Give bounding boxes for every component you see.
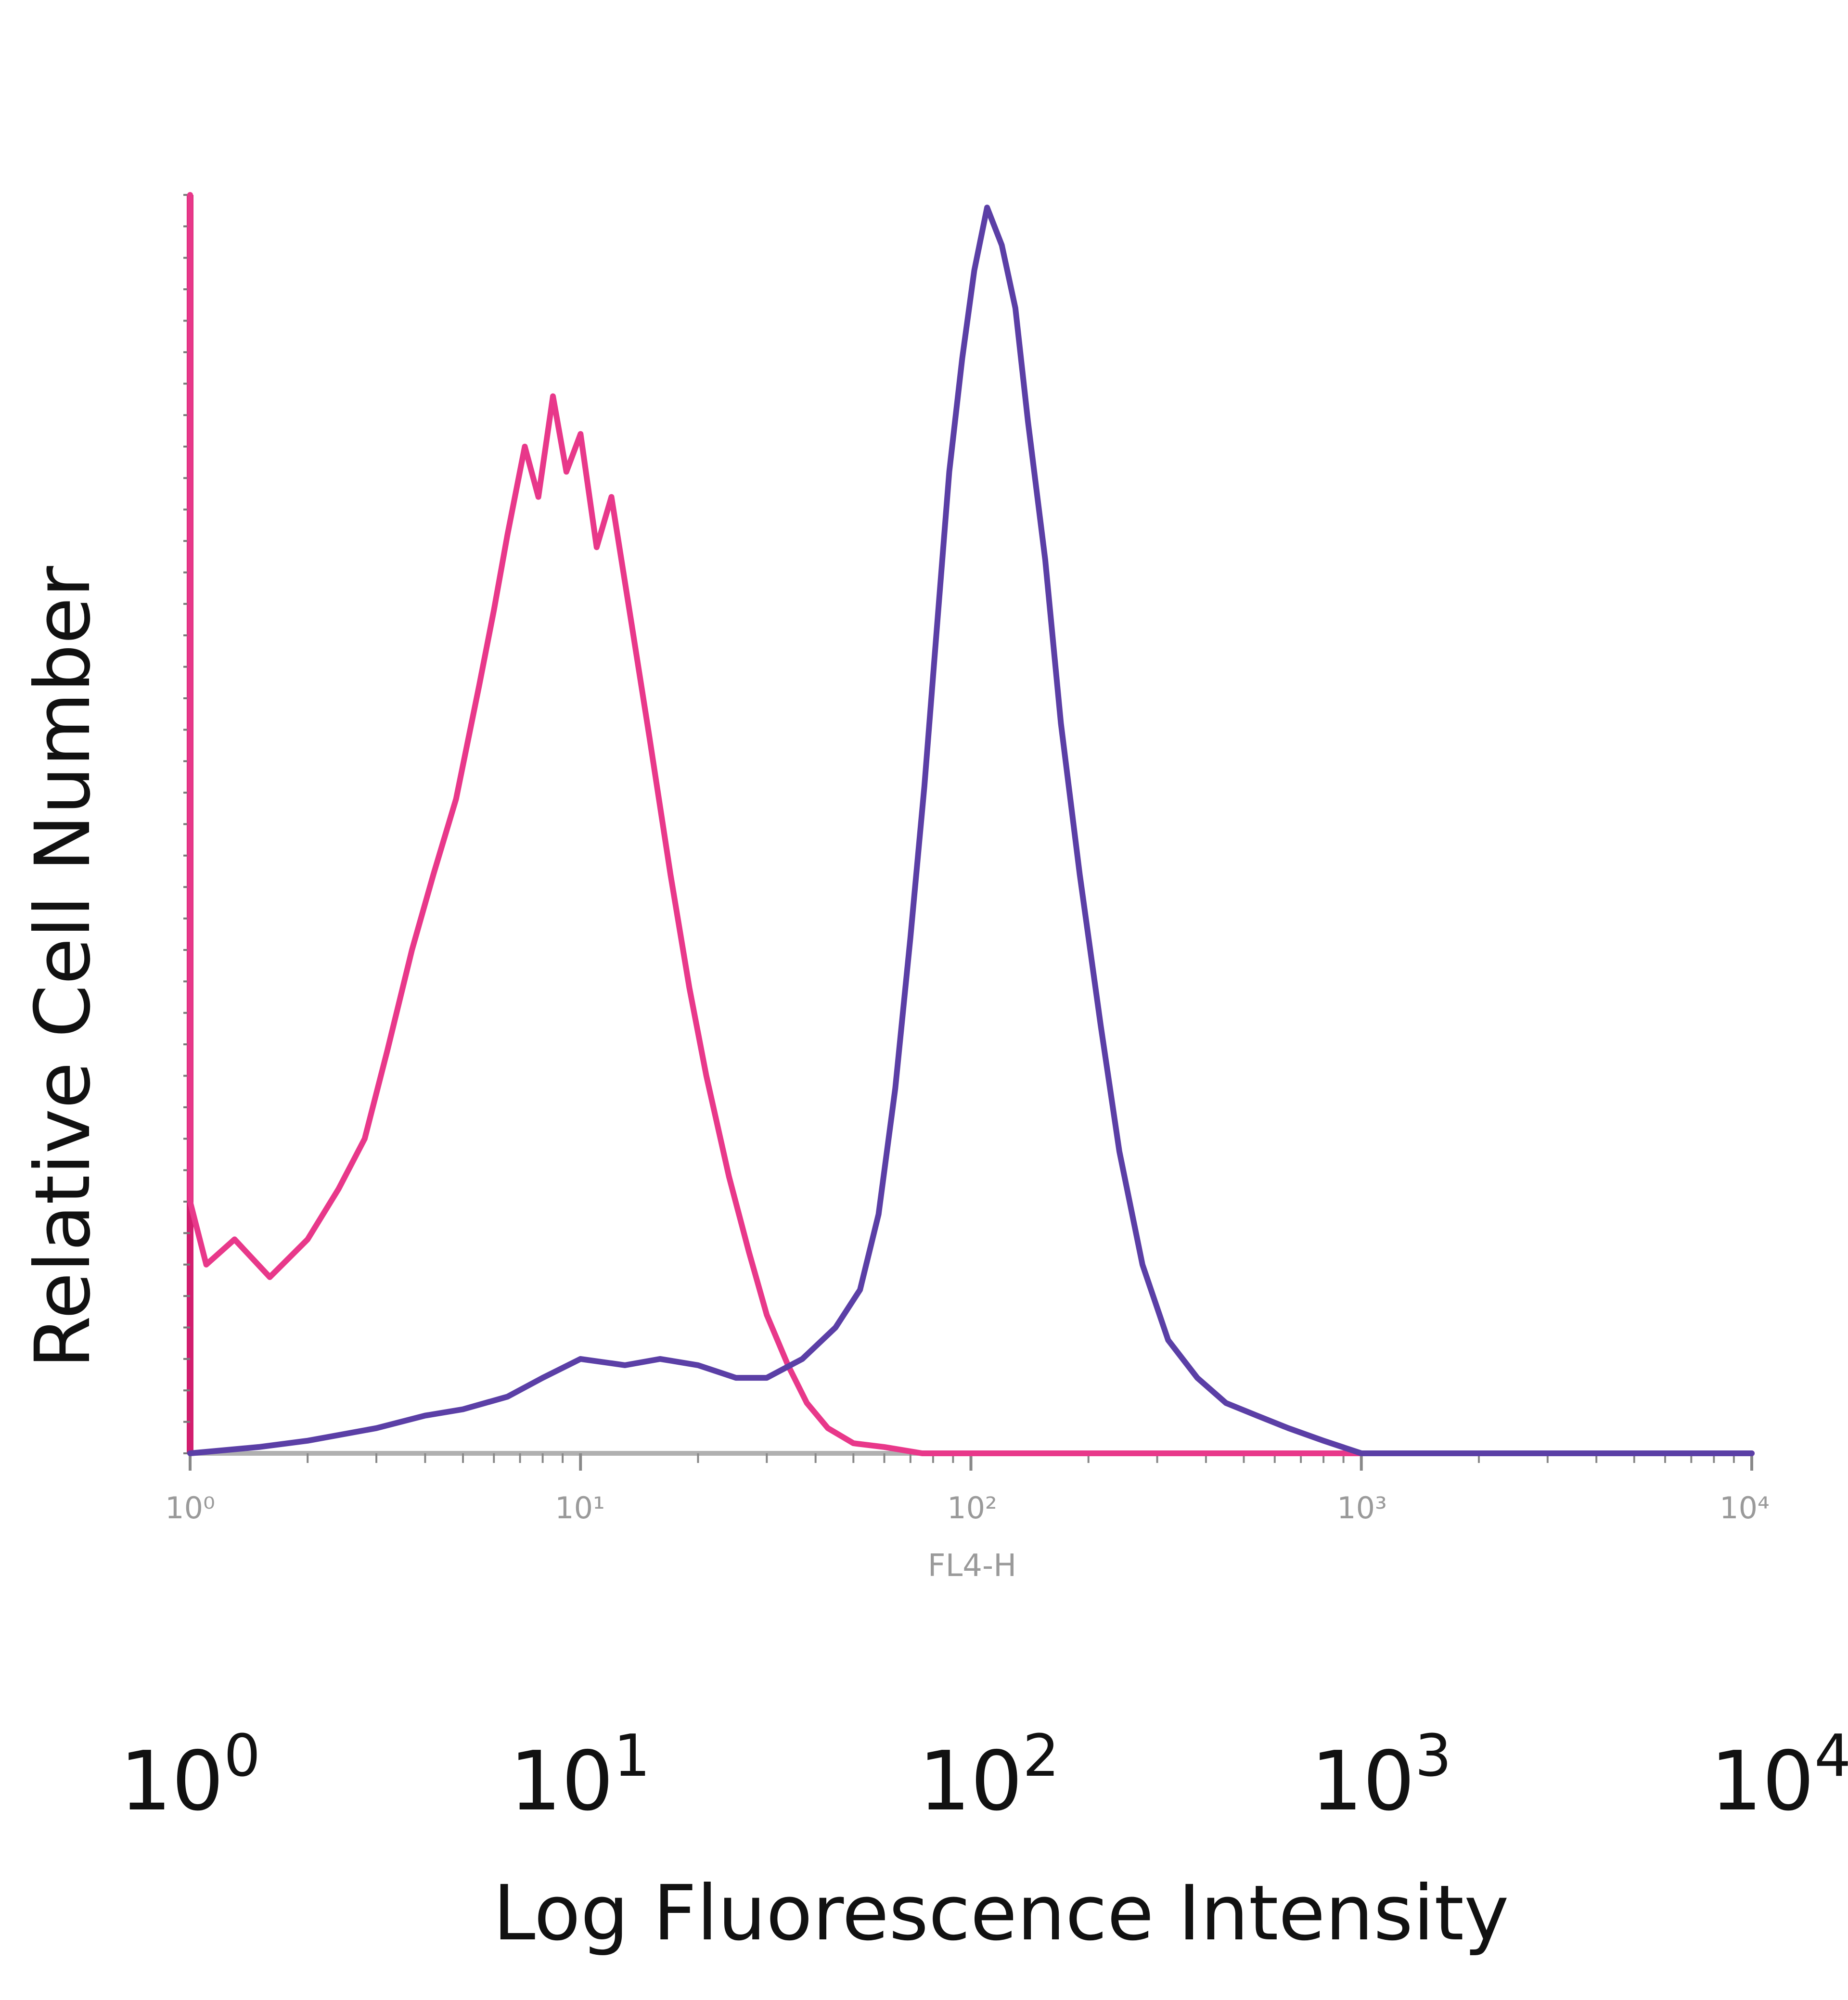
- x-tick-label: 101: [510, 1723, 651, 1829]
- x-tick-label: 104: [1710, 1723, 1848, 1829]
- inner-tick-label: 10²: [947, 1490, 997, 1526]
- series-line-2: [187, 205, 1755, 1456]
- inner-tick-label: 10³: [1337, 1490, 1387, 1526]
- y-axis-title: Relative Cell Number: [19, 566, 107, 1369]
- series-line-1: [187, 192, 1755, 1456]
- x-tick-label: 102: [919, 1723, 1060, 1829]
- inner-tick-label: 10⁰: [165, 1490, 215, 1526]
- inner-tick-label: 10¹: [555, 1490, 605, 1526]
- channel-label: FL4-H: [928, 1548, 1016, 1584]
- x-tick-label: 103: [1311, 1723, 1452, 1829]
- x-axis-title: Log Fluorescence Intensity: [493, 1869, 1509, 1958]
- x-tick-label: 100: [120, 1723, 261, 1829]
- inner-tick-label: 10⁴: [1720, 1490, 1770, 1526]
